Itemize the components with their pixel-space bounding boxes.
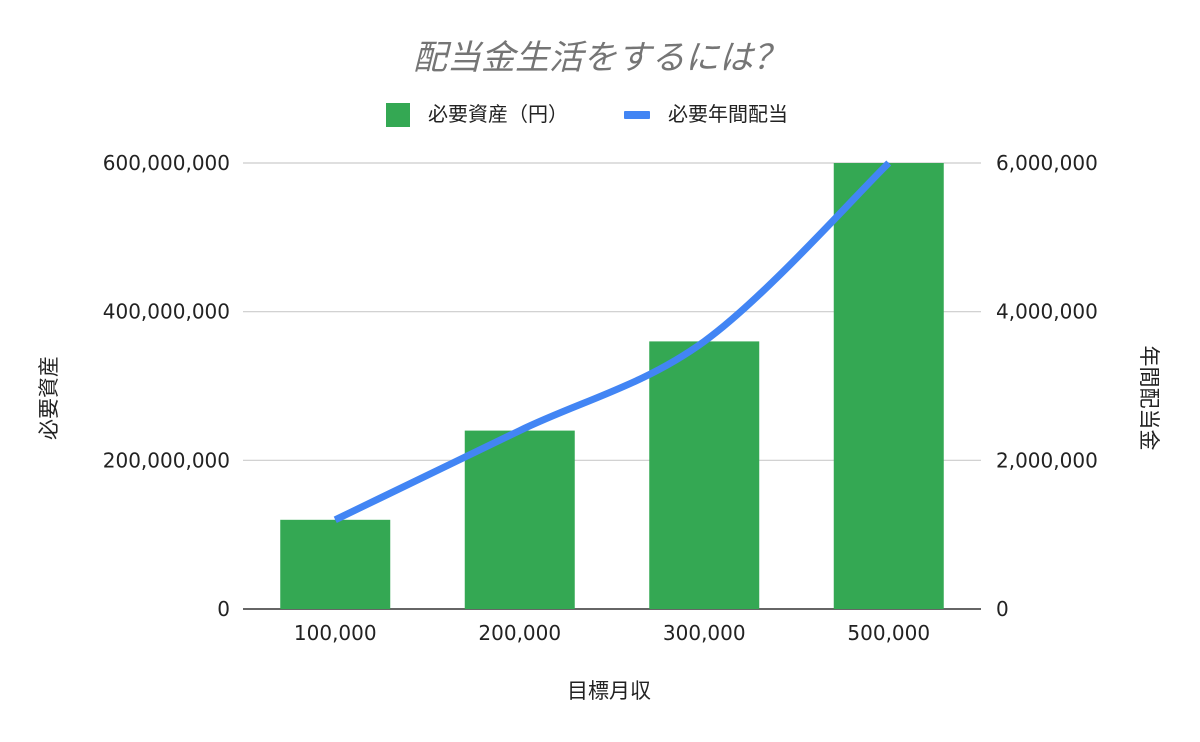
x-axis-ticks: 100,000 200,000 300,000 500,000	[294, 621, 930, 645]
chart-title: 配当金生活をするには？	[413, 38, 787, 78]
line-point	[703, 340, 705, 342]
y-tick-label: 400,000,000	[103, 300, 230, 324]
y2-tick-label: 4,000,000	[996, 300, 1098, 324]
legend-label-bar: 必要資産（円）	[428, 102, 568, 126]
y-tick-label: 200,000,000	[103, 448, 230, 472]
x-tick-label: 200,000	[478, 621, 561, 645]
y2-axis-title: 年間配当金	[1137, 346, 1161, 451]
y2-tick-label: 0	[996, 597, 1009, 621]
bar	[464, 430, 575, 609]
bar	[833, 163, 944, 609]
legend-label-line: 必要年間配当	[668, 102, 788, 126]
y-tick-label: 0	[217, 597, 230, 621]
y2-tick-label: 2,000,000	[996, 448, 1098, 472]
series-line	[333, 160, 892, 523]
legend-swatch-line	[624, 111, 650, 119]
bar	[280, 519, 391, 609]
legend-swatch-bar	[386, 103, 410, 127]
line-series	[333, 160, 892, 523]
y2-tick-label: 6,000,000	[996, 151, 1098, 175]
x-axis-title: 目標月収	[567, 679, 651, 703]
legend: 必要資産（円） 必要年間配当	[386, 102, 788, 127]
y2-axis-ticks: 0 2,000,000 4,000,000 6,000,000	[996, 151, 1098, 621]
x-tick-label: 100,000	[294, 621, 377, 645]
y-tick-label: 600,000,000	[103, 151, 230, 175]
bar	[649, 341, 760, 609]
x-tick-label: 300,000	[663, 621, 746, 645]
line-point	[888, 162, 890, 164]
line-point	[519, 430, 521, 432]
x-tick-label: 500,000	[847, 621, 930, 645]
bars	[280, 163, 944, 609]
y-axis-title: 必要資産	[37, 356, 61, 440]
y-axis-ticks: 0 200,000,000 400,000,000 600,000,000	[103, 151, 230, 621]
line-point	[334, 519, 336, 521]
